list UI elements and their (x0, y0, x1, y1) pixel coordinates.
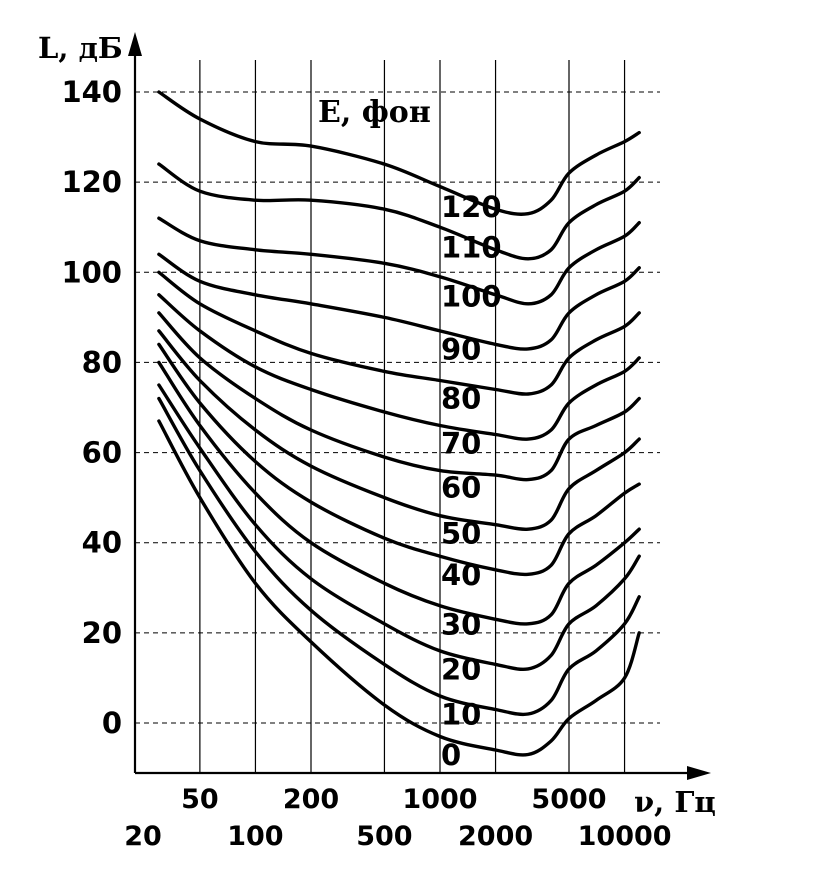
x-axis-arrow (687, 766, 711, 780)
x-tick-label: 20 (124, 821, 162, 852)
curve-label-110: 110 (441, 231, 502, 265)
y-tick-label: 140 (61, 75, 122, 109)
x-tick-label: 2000 (458, 821, 533, 852)
curve-label-80: 80 (441, 381, 481, 415)
curve-label-40: 40 (441, 558, 481, 592)
y-tick-label: 0 (102, 706, 122, 740)
curve-90-phon (157, 252, 641, 351)
curve-20-phon (157, 383, 641, 671)
x-axis-title: ν, Гц (634, 785, 716, 819)
y-tick-label: 20 (82, 616, 122, 650)
curve-labels: 0 10 20 30 40 50 60 70 80 90 100 110 120 (441, 190, 502, 772)
y-tick-label: 40 (82, 526, 122, 560)
curve-10-phon (157, 396, 641, 717)
curve-label-30: 30 (441, 608, 481, 642)
curve-50-phon (157, 329, 641, 531)
curve-30-phon (157, 360, 641, 626)
x-tick-label: 5000 (531, 784, 606, 815)
y-tick-label: 60 (82, 436, 122, 470)
curve-60-phon (157, 311, 641, 482)
y-axis-arrow (128, 32, 142, 56)
curve-label-60: 60 (441, 471, 481, 505)
y-tick-label: 120 (61, 165, 122, 199)
curve-70-phon (157, 293, 641, 441)
x-tick-label: 100 (227, 821, 283, 852)
tick-labels: 0204060801001201402050100200500100020005… (61, 75, 671, 852)
curve-label-50: 50 (441, 517, 481, 551)
curve-label-70: 70 (441, 426, 481, 460)
x-tick-label: 500 (356, 821, 412, 852)
y-tick-label: 80 (82, 345, 122, 379)
curve-40-phon (157, 342, 641, 577)
curve-label-20: 20 (441, 653, 481, 687)
curve-label-100: 100 (441, 279, 502, 313)
curve-label-10: 10 (441, 698, 481, 732)
y-axis-title: L, дБ (38, 31, 123, 65)
axes (128, 32, 711, 780)
curve-100-phon (157, 216, 641, 306)
curve-0-phon (157, 419, 641, 757)
curve-label-120: 120 (441, 190, 502, 224)
x-tick-label: 200 (283, 784, 339, 815)
x-tick-label: 1000 (402, 784, 477, 815)
curve-110-phon (157, 162, 641, 261)
curve-80-phon (157, 270, 641, 396)
x-tick-label: 50 (181, 784, 219, 815)
grid (135, 60, 660, 773)
curve-120-phon (157, 90, 641, 216)
curve-label-90: 90 (441, 333, 481, 367)
curves (157, 90, 641, 757)
curve-label-0: 0 (441, 738, 461, 772)
x-tick-label: 10000 (578, 821, 672, 852)
legend-title: E, фон (318, 95, 431, 130)
y-tick-label: 100 (61, 255, 122, 289)
